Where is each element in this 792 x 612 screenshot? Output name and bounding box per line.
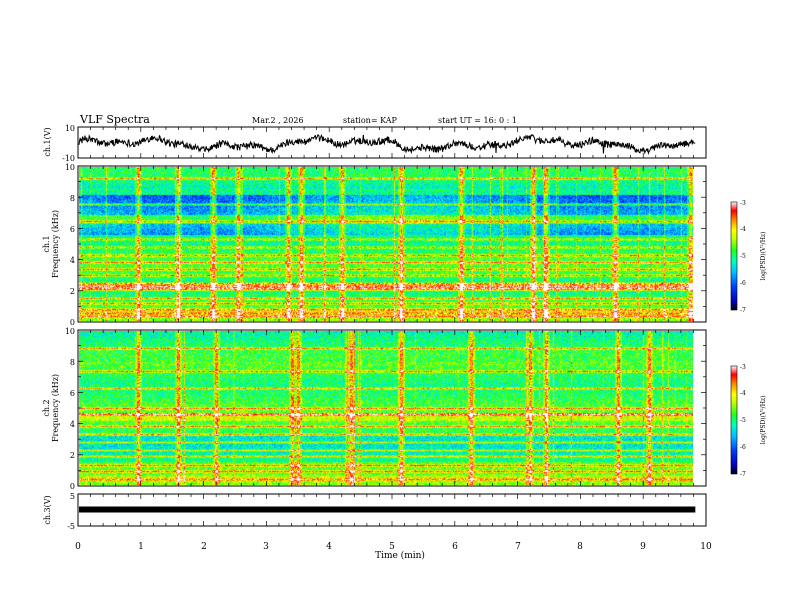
ch2-spectrogram-image	[79, 331, 693, 485]
ch1-cb-label: log(PSD)(V²/Hz)	[760, 232, 767, 281]
time-axis: 0 1 2 3 4 5 6 7 8 9 10 Time (min)	[75, 542, 712, 561]
ch1-ylabel: ch.1(V)	[43, 127, 52, 156]
ch2-colorbar-gradient	[730, 365, 738, 475]
ch3-waveform-panel: 5 -5 ch.3(V)	[43, 492, 707, 531]
time-tick-4: 4	[326, 542, 332, 552]
ch1-ytick-top: 10	[65, 124, 75, 133]
time-tick-9: 9	[640, 542, 646, 552]
chart-title: VLF Spectra	[79, 113, 150, 126]
ch2-cb-tick-3: -3	[740, 364, 746, 371]
header-station: station= KAP	[343, 116, 398, 125]
ch2-cb-label: log(PSD)(V²/Hz)	[760, 396, 767, 445]
ch2-spectrogram-panel: 0 2 4 6 8 10 ch.2 Frequency (kHz)	[42, 327, 707, 491]
ch1-freq-tick-2: 2	[70, 287, 75, 296]
ch1-cb-tick-6: -6	[740, 280, 746, 287]
ch1-freq-tick-8: 8	[70, 194, 75, 203]
ch2-freq-tick-2: 2	[70, 451, 75, 460]
ch1-cb-tick-3: -3	[740, 200, 746, 207]
time-tick-5: 5	[389, 542, 395, 552]
ch1-colorbar: -3 -4 -5 -6 -7 log(PSD)(V²/Hz)	[730, 200, 767, 314]
time-tick-1: 1	[138, 542, 144, 552]
time-tick-2: 2	[201, 542, 207, 552]
ch1-colorbar-gradient	[730, 201, 738, 311]
time-tick-10: 10	[700, 542, 712, 552]
header-start: start UT = 16: 0 : 1	[438, 116, 517, 125]
ch1-waveform-line	[78, 133, 696, 156]
ch1-channel-label: ch.1	[42, 235, 51, 252]
ch2-freq-tick-10: 10	[65, 327, 75, 336]
time-tick-0: 0	[75, 542, 81, 552]
ch2-frequency-label: Frequency (kHz)	[51, 374, 60, 442]
ch2-cb-tick-5: -5	[740, 417, 746, 424]
ch2-cb-tick-6: -6	[740, 444, 746, 451]
ch2-freq-tick-8: 8	[70, 358, 75, 367]
header-date: Mar.2 , 2026	[252, 116, 304, 125]
ch1-freq-tick-6: 6	[70, 225, 75, 234]
ch2-freq-ticks	[78, 329, 706, 487]
ch2-colorbar: -3 -4 -5 -6 -7 log(PSD)(V²/Hz)	[730, 364, 767, 478]
ch2-spec-time-ticks	[77, 330, 707, 486]
ch1-spectrogram-image	[79, 167, 693, 321]
ch1-time-ticks	[77, 127, 707, 158]
time-axis-label: Time (min)	[375, 550, 425, 561]
ch1-spec-time-ticks	[77, 166, 707, 322]
ch2-freq-tick-6: 6	[70, 389, 75, 398]
ch3-ytick-bottom: -5	[67, 522, 75, 531]
ch1-freq-tick-0: 0	[70, 318, 75, 327]
ch1-cb-tick-5: -5	[740, 253, 746, 260]
ch3-time-ticks	[77, 494, 707, 526]
time-tick-8: 8	[577, 542, 583, 552]
ch2-channel-label: ch.2	[42, 399, 51, 416]
ch3-waveform-line	[79, 506, 696, 513]
ch1-freq-tick-4: 4	[70, 256, 75, 265]
ch1-cb-tick-7: -7	[740, 307, 746, 314]
ch1-cb-tick-4: -4	[740, 226, 746, 233]
ch2-cb-tick-4: -4	[740, 390, 746, 397]
ch1-ytick-bottom: -10	[62, 154, 75, 163]
ch1-spectrogram-panel: 0 2 4 6 8 10 ch.1 Frequency (kHz)	[42, 163, 707, 327]
time-tick-6: 6	[452, 542, 458, 552]
ch1-freq-ticks	[78, 165, 706, 323]
ch1-frequency-label: Frequency (kHz)	[51, 210, 60, 278]
ch1-waveform-panel: 10 -10 ch.1(V)	[43, 124, 707, 163]
ch3-ytick-top: 5	[70, 492, 75, 501]
ch1-freq-tick-10: 10	[65, 163, 75, 172]
ch3-ylabel: ch.3(V)	[43, 495, 52, 524]
ch2-cb-tick-7: -7	[740, 471, 746, 478]
ch2-freq-tick-4: 4	[70, 420, 75, 429]
ch2-freq-tick-0: 0	[70, 482, 75, 491]
time-tick-7: 7	[515, 542, 521, 552]
time-tick-3: 3	[263, 542, 269, 552]
